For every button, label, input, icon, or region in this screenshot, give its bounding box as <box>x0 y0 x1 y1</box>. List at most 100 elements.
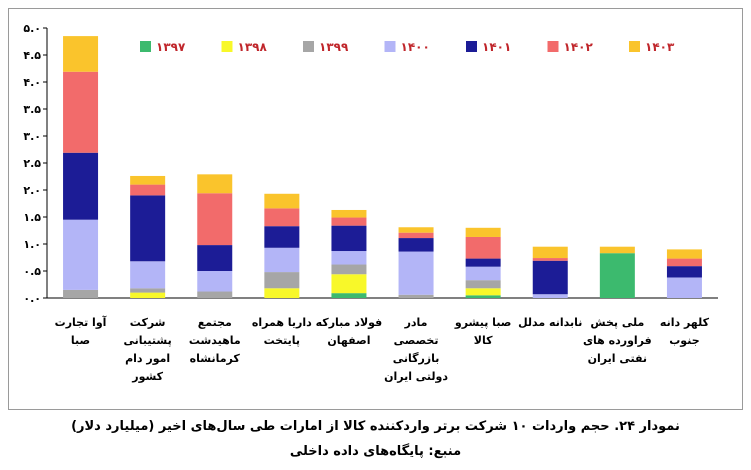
y-tick-label: ۳.۵ <box>23 103 41 116</box>
x-category-label-line: کرمانشاه <box>190 352 241 365</box>
x-category-label-line: ملی پخش <box>590 316 644 329</box>
bar-segment <box>130 184 166 196</box>
legend-label: ۱۳۹۹ <box>319 40 349 54</box>
y-tick-label: ۴.۰ <box>23 76 41 89</box>
x-category-label: فولاد مبارکه اصفهان <box>316 316 383 347</box>
x-category-label-line: دولتی ایران <box>384 370 448 383</box>
legend-swatch <box>303 41 314 52</box>
bar-segment <box>130 292 166 298</box>
bar-segment <box>532 260 568 295</box>
bar-segment <box>130 288 166 293</box>
stacked-bar-chart: ۰.۰ ۰.۵ ۱.۰ ۱.۵ ۲.۰ ۲.۵ ۳.۰ ۳.۵ ۴.۰ ۴.۵ ۵.۰ آوا تجا… <box>23 22 718 383</box>
bar-segment <box>398 251 434 295</box>
bar-segment <box>130 175 166 185</box>
bar-segment <box>666 258 702 267</box>
y-tick-label: ۲.۰ <box>23 184 41 197</box>
x-category-label: مادر تخصصی بازرگانی دولتی ایران <box>384 316 448 383</box>
bar-segment <box>130 195 166 262</box>
x-category-label-line: کلهر دانه <box>660 316 710 329</box>
x-category-label-line: کشور <box>131 370 163 383</box>
bar-segment <box>666 249 702 259</box>
bar-segment <box>599 246 635 254</box>
bar-segment <box>197 174 233 194</box>
bar-segment <box>331 225 367 252</box>
x-category-label-line: شرکت <box>130 316 166 329</box>
x-category-label-line: نفتی ایران <box>588 352 647 365</box>
y-tick-label: ۳.۰ <box>23 130 41 143</box>
y-tick-label: ۰.۵ <box>23 265 41 278</box>
x-category-label-line: پشتیبانی <box>124 334 172 347</box>
legend-swatch <box>629 41 640 52</box>
x-category-label-line: صبا <box>71 334 90 347</box>
x-category-label-line: بازرگانی <box>393 352 440 365</box>
x-category-label: ملی پخش فراورده های نفتی ایران <box>583 316 652 365</box>
x-category-label-line: صبا پیشرو <box>454 316 512 329</box>
bar-segment <box>331 293 367 298</box>
y-tick-label: ۵.۰ <box>23 22 41 35</box>
bar-segment <box>398 227 434 233</box>
x-category-label: مجتمع ماهیدشت کرمانشاه <box>189 316 241 365</box>
bar-segment <box>532 294 568 298</box>
bar-segment <box>331 274 367 294</box>
bar-segment <box>465 288 501 296</box>
bar-segment <box>599 253 635 298</box>
x-category-label-line: فولاد مبارکه <box>316 316 383 329</box>
x-category-label: نابدانه مدلل <box>518 316 582 329</box>
x-category-label-line: داریا همراه <box>252 316 312 329</box>
x-category-label: شرکت پشتیبانی امور دام کشور <box>124 316 172 383</box>
bar-segment <box>197 291 233 298</box>
legend-swatch <box>384 41 396 52</box>
bar-segment <box>63 289 99 298</box>
bar-segment <box>331 209 367 218</box>
chart-caption-title: نمودار ۲۴. حجم واردات ۱۰ شرکت برتر واردک… <box>71 419 680 434</box>
bar-segment <box>331 251 367 265</box>
bar-segment <box>63 219 99 290</box>
bar-segment <box>63 36 99 72</box>
bar-segment <box>465 280 501 289</box>
x-category-label: داریا همراه پایتخت <box>252 316 312 347</box>
bar-segment <box>666 266 702 278</box>
x-category-label-line: تخصصی <box>394 334 439 347</box>
bar-segment <box>264 226 300 248</box>
bar-segment <box>465 266 501 281</box>
bar-segment <box>197 271 233 292</box>
bar-segment <box>264 193 300 209</box>
x-category-label-line: آوا تجارت <box>55 315 107 329</box>
legend-swatch <box>547 41 559 52</box>
x-category-label-line: فراورده های <box>583 334 652 347</box>
bar-segment <box>666 277 702 298</box>
bar-segment <box>331 217 367 226</box>
legend-label: ۱۳۹۷ <box>156 40 186 54</box>
bar-segment <box>465 227 501 237</box>
bar-segment <box>532 246 568 259</box>
x-category-label-line: مادر <box>404 316 428 329</box>
x-category-label-line: ماهیدشت <box>189 334 241 347</box>
x-category-label-line: جنوب <box>669 334 699 347</box>
bar-segment <box>398 294 434 298</box>
x-category-label: آوا تجارت صبا <box>55 315 107 347</box>
bar-segment <box>465 295 501 298</box>
bar-segment <box>264 208 300 227</box>
x-category-label-line: پایتخت <box>264 334 300 347</box>
y-tick-label: ۱.۵ <box>23 211 41 224</box>
x-category-label-line: کالا <box>474 334 493 347</box>
x-category-label-line: امور دام <box>125 352 170 365</box>
y-tick-label: ۴.۵ <box>23 49 41 62</box>
legend-label: ۱۳۹۸ <box>238 40 268 54</box>
x-category-label-line: اصفهان <box>327 334 370 347</box>
bar-segment <box>465 236 501 259</box>
y-tick-label: ۲.۵ <box>23 157 41 170</box>
bar-segment <box>63 71 99 153</box>
chart-caption-source: منبع: پایگاه‌های داده داخلی <box>289 444 462 459</box>
bar-segment <box>197 193 233 246</box>
legend-label: ۱۴۰۲ <box>564 40 594 54</box>
bar-segment <box>130 261 166 289</box>
x-category-label: صبا پیشرو کالا <box>454 316 512 347</box>
bar-segment <box>465 258 501 267</box>
bar-segment <box>63 152 99 220</box>
bar-segment <box>264 272 300 289</box>
bar-segment <box>331 264 367 275</box>
bar-segment <box>264 288 300 298</box>
legend-swatch <box>466 41 477 52</box>
bar-segment <box>532 258 568 261</box>
